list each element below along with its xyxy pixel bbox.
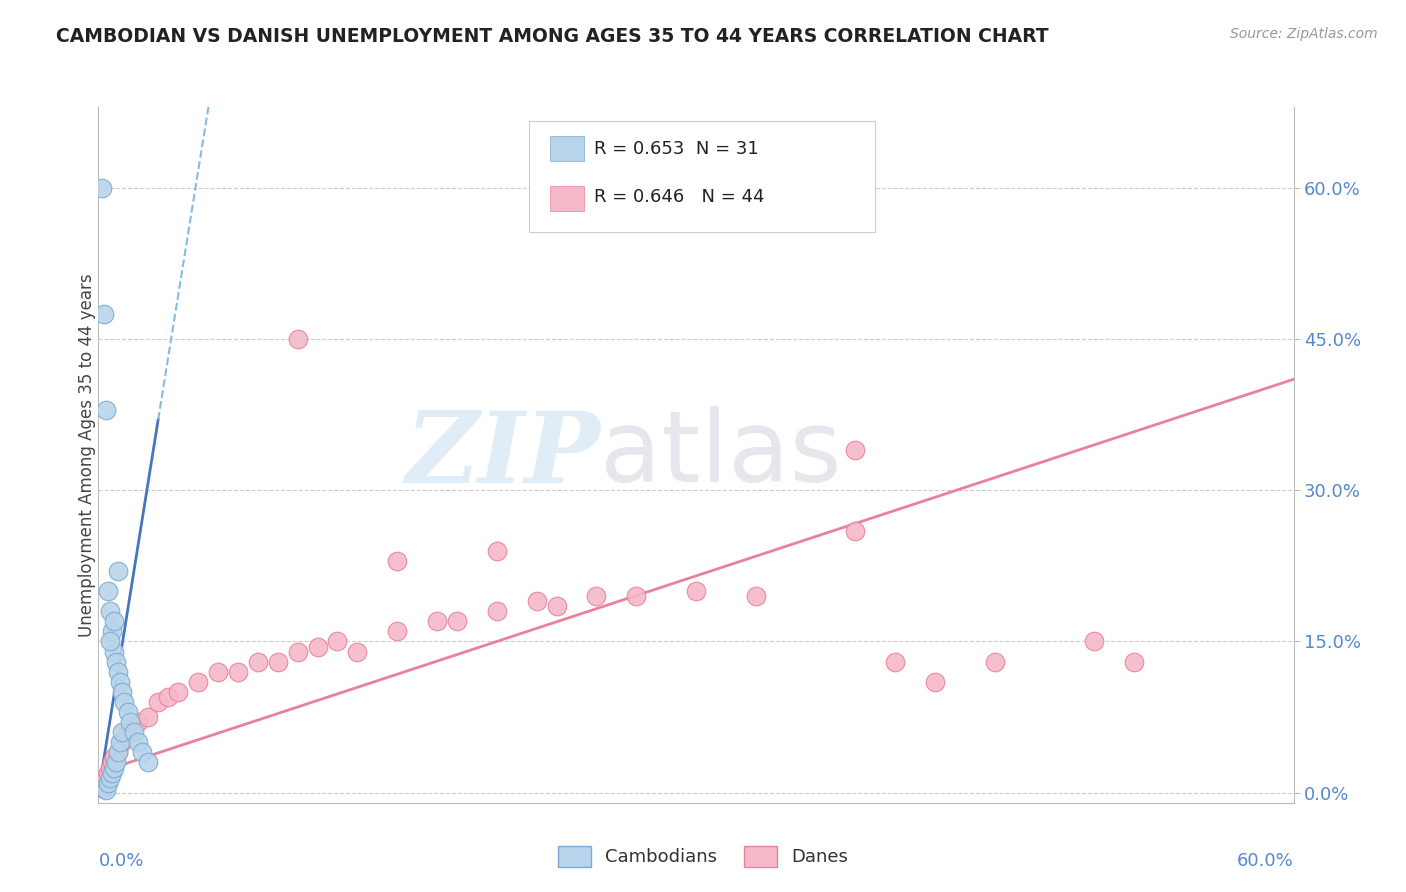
Point bbox=[107, 564, 129, 578]
Point bbox=[485, 604, 508, 618]
FancyBboxPatch shape bbox=[550, 186, 583, 211]
Point bbox=[107, 745, 129, 759]
Point bbox=[111, 725, 134, 739]
Point bbox=[1083, 634, 1105, 648]
Point bbox=[103, 615, 125, 629]
Point bbox=[287, 332, 309, 346]
Point bbox=[117, 725, 139, 739]
Point bbox=[97, 584, 120, 599]
Point bbox=[105, 655, 128, 669]
Point bbox=[148, 695, 170, 709]
Point bbox=[446, 615, 468, 629]
Point bbox=[110, 674, 132, 689]
Point bbox=[385, 554, 409, 568]
Point bbox=[626, 589, 648, 603]
Point bbox=[585, 589, 607, 603]
Point bbox=[226, 665, 249, 679]
Point bbox=[107, 745, 129, 759]
Point bbox=[97, 775, 120, 789]
Point bbox=[101, 624, 124, 639]
Point bbox=[97, 765, 120, 780]
Point bbox=[326, 634, 349, 648]
Point bbox=[267, 655, 290, 669]
Point bbox=[112, 695, 135, 709]
Point bbox=[526, 594, 548, 608]
Point bbox=[924, 674, 946, 689]
Text: CAMBODIAN VS DANISH UNEMPLOYMENT AMONG AGES 35 TO 44 YEARS CORRELATION CHART: CAMBODIAN VS DANISH UNEMPLOYMENT AMONG A… bbox=[56, 27, 1049, 45]
Point bbox=[105, 756, 128, 770]
Point bbox=[844, 524, 866, 538]
Point bbox=[96, 771, 118, 785]
Point bbox=[346, 644, 368, 658]
Point bbox=[91, 180, 114, 194]
Y-axis label: Unemployment Among Ages 35 to 44 years: Unemployment Among Ages 35 to 44 years bbox=[79, 273, 96, 637]
Point bbox=[745, 589, 768, 603]
Point bbox=[984, 655, 1007, 669]
Point bbox=[136, 756, 159, 770]
Point bbox=[485, 543, 508, 558]
Point bbox=[1123, 655, 1146, 669]
Point bbox=[107, 665, 129, 679]
Point bbox=[884, 655, 907, 669]
Text: ZIP: ZIP bbox=[405, 407, 600, 503]
Point bbox=[287, 644, 309, 658]
FancyBboxPatch shape bbox=[529, 121, 875, 232]
Point bbox=[124, 725, 146, 739]
Point bbox=[93, 775, 115, 789]
Point bbox=[426, 615, 449, 629]
Point bbox=[844, 442, 866, 457]
Point bbox=[101, 756, 124, 770]
Point bbox=[103, 760, 125, 774]
Point bbox=[127, 715, 149, 730]
Point bbox=[100, 634, 122, 648]
Point bbox=[385, 624, 409, 639]
Text: 60.0%: 60.0% bbox=[1237, 852, 1294, 870]
Point bbox=[101, 765, 124, 780]
Text: Source: ZipAtlas.com: Source: ZipAtlas.com bbox=[1230, 27, 1378, 41]
Point bbox=[546, 599, 568, 614]
Point bbox=[127, 735, 149, 749]
FancyBboxPatch shape bbox=[550, 136, 583, 161]
Point bbox=[120, 715, 142, 730]
Legend: Cambodians, Danes: Cambodians, Danes bbox=[551, 838, 855, 874]
Point bbox=[246, 655, 269, 669]
Point bbox=[100, 604, 122, 618]
Text: atlas: atlas bbox=[600, 407, 842, 503]
Text: 0.0%: 0.0% bbox=[98, 852, 143, 870]
Point bbox=[100, 760, 122, 774]
Point bbox=[93, 780, 115, 795]
Point bbox=[167, 685, 190, 699]
Point bbox=[117, 705, 139, 719]
Point bbox=[111, 735, 134, 749]
Point bbox=[111, 685, 134, 699]
Point bbox=[307, 640, 329, 654]
Point bbox=[103, 644, 125, 658]
Point bbox=[93, 307, 115, 321]
Point bbox=[96, 402, 118, 417]
Text: R = 0.653  N = 31: R = 0.653 N = 31 bbox=[595, 140, 759, 158]
Point bbox=[157, 690, 180, 704]
Point bbox=[187, 674, 209, 689]
Point bbox=[103, 750, 125, 764]
Point bbox=[685, 584, 707, 599]
Point bbox=[207, 665, 229, 679]
Point bbox=[131, 745, 153, 759]
Text: R = 0.646   N = 44: R = 0.646 N = 44 bbox=[595, 188, 765, 206]
Point bbox=[136, 710, 159, 724]
Point bbox=[91, 780, 114, 795]
Point bbox=[110, 735, 132, 749]
Point bbox=[96, 782, 118, 797]
Point bbox=[100, 771, 122, 785]
